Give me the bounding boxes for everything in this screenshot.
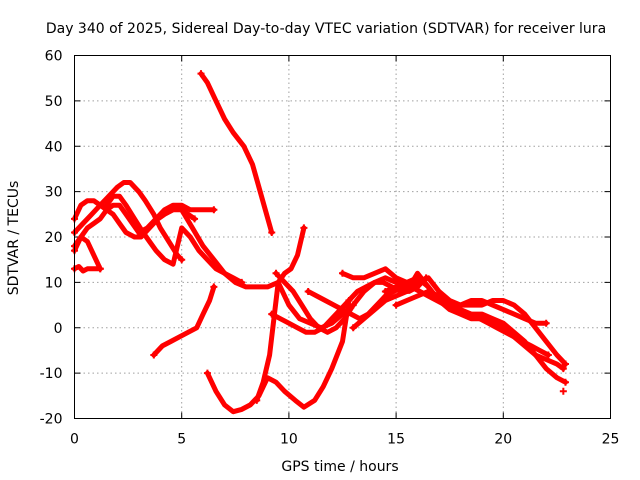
data-trace-9 [151, 284, 217, 358]
data-trace-13 [273, 270, 356, 335]
y-tick-label: -20 [40, 412, 63, 428]
x-tick-label: 5 [177, 432, 186, 448]
trace-15-start-point [339, 269, 346, 277]
trace-8-end-point [268, 228, 276, 236]
trace-11-end-point [300, 224, 308, 232]
trace-17-start-point [381, 287, 389, 295]
x-tick-label: 15 [387, 432, 405, 448]
x-tick-label: 20 [494, 432, 512, 448]
trace-14-start-point [304, 287, 312, 295]
x-tick-label: 25 [602, 432, 620, 448]
isolated-data-point-1 [559, 387, 567, 395]
y-tick-label: 50 [45, 94, 63, 110]
trace-6-start-point [103, 201, 111, 209]
data-trace-1 [72, 198, 198, 240]
data-trace-8 [198, 71, 275, 235]
trace-13-start-point [272, 269, 280, 277]
data-trace-2 [72, 180, 185, 263]
y-tick-label: 30 [45, 185, 63, 201]
trace-11-start-point [253, 396, 261, 404]
data-trace-6 [104, 193, 245, 285]
trace-16-end-point [542, 319, 550, 327]
x-tick-label: 10 [280, 432, 298, 448]
data-trace-5 [72, 234, 103, 272]
trace-9-end-point [210, 283, 218, 291]
data-trace-18 [393, 288, 568, 385]
y-tick-label: 40 [45, 139, 63, 155]
plot-frame [74, 55, 611, 419]
trace-12-start-point [268, 310, 276, 318]
x-axis-label: GPS time / hours [281, 459, 398, 475]
trace-14-end-point [544, 351, 552, 359]
trace-2-end-point [178, 256, 186, 264]
data-trace-11 [254, 225, 307, 403]
y-tick-label: 60 [45, 49, 63, 65]
y-tick-label: 0 [54, 321, 63, 337]
trace-13-end-point [349, 301, 357, 309]
trace-15-end-point [559, 365, 567, 373]
y-axis-label: SDTVAR / TECUs [6, 181, 22, 296]
data-trace-10 [204, 298, 352, 415]
axes-layer: 0 5 10 15 20 25 -20 -10 0 10 20 30 40 50 60 [40, 49, 620, 448]
trace-5-end-point [96, 265, 104, 273]
trace-8-start-point [197, 70, 205, 78]
trace-7-start-point [178, 206, 186, 214]
data-trace-3 [72, 264, 103, 274]
y-tick-label: -10 [40, 366, 63, 382]
trace-17-end-point [561, 360, 569, 368]
trace-16-start-point [349, 324, 357, 332]
trace-1-end-point [191, 215, 199, 223]
trace-18-end-point [561, 378, 569, 386]
trace-18-start-point [392, 301, 400, 309]
trace-4-end-point [210, 206, 218, 214]
data-trace-12 [269, 275, 429, 335]
data-trace-4 [72, 202, 217, 254]
y-tick-label: 10 [45, 275, 63, 291]
chart-title: Day 340 of 2025, Sidereal Day-to-day VTE… [46, 21, 606, 37]
grid-layer [74, 55, 611, 419]
data-trace-17 [382, 275, 568, 367]
trace-10-start-point [203, 369, 211, 377]
series-layer [71, 70, 569, 415]
y-tick-label: 20 [45, 230, 63, 246]
x-tick-label: 0 [70, 432, 79, 448]
trace-9-start-point [150, 351, 158, 359]
